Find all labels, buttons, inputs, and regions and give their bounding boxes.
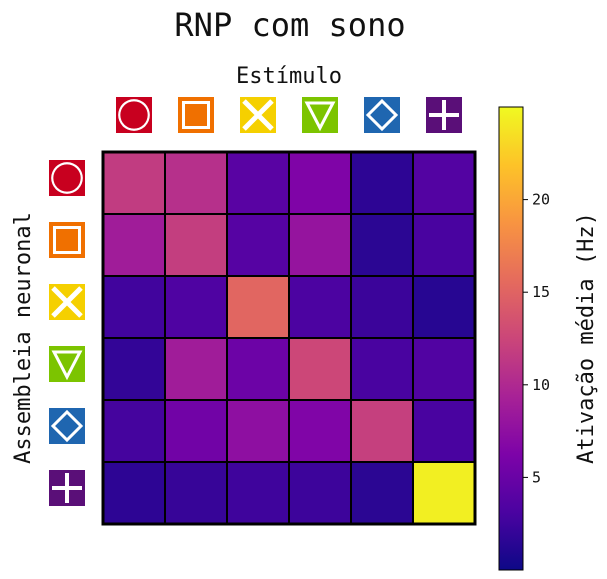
heatmap-cell-r3-c3 xyxy=(288,337,352,401)
colorbar-tick-label: 5 xyxy=(532,468,541,486)
heatmap-cell-r5-c3 xyxy=(288,461,352,525)
heatmap-cell-r1-c2 xyxy=(226,213,290,277)
heatmap-cell-r4-c5 xyxy=(412,399,476,463)
diamond-icon xyxy=(364,97,400,133)
heatmap-cell-r3-c2 xyxy=(226,337,290,401)
heatmap-cells xyxy=(102,151,476,525)
heatmap-cell-r2-c4 xyxy=(350,275,414,339)
heatmap-cell-r0-c3 xyxy=(288,151,352,215)
colorbar-label: Ativação média (Hz) xyxy=(574,212,599,464)
heatmap-cell-r5-c5 xyxy=(412,461,476,525)
plus-icon xyxy=(49,470,85,506)
colorbar xyxy=(498,106,524,571)
heatmap-cell-r1-c3 xyxy=(288,213,352,277)
heatmap-cell-r0-c1 xyxy=(164,151,228,215)
heatmap-cell-r5-c2 xyxy=(226,461,290,525)
heatmap-cell-r4-c4 xyxy=(350,399,414,463)
heatmap-cell-r1-c1 xyxy=(164,213,228,277)
y-axis-label: Assembleia neuronal xyxy=(11,212,36,464)
circle-icon xyxy=(116,97,152,133)
heatmap-cell-r3-c5 xyxy=(412,337,476,401)
heatmap-cell-r1-c4 xyxy=(350,213,414,277)
heatmap-cell-r4-c2 xyxy=(226,399,290,463)
heatmap-cell-r3-c0 xyxy=(102,337,166,401)
heatmap-cell-r4-c1 xyxy=(164,399,228,463)
heatmap-cell-r2-c2 xyxy=(226,275,290,339)
heatmap-cell-r3-c4 xyxy=(350,337,414,401)
heatmap-cell-r5-c0 xyxy=(102,461,166,525)
heatmap-cell-r4-c0 xyxy=(102,399,166,463)
colorbar-tick-label: 15 xyxy=(532,283,550,301)
heatmap-cell-r2-c1 xyxy=(164,275,228,339)
heatmap-cell-r0-c5 xyxy=(412,151,476,215)
chart-title: RNP com sono xyxy=(174,6,405,44)
x-cross-icon xyxy=(240,97,276,133)
heatmap-cell-r2-c5 xyxy=(412,275,476,339)
heatmap-cell-r2-c3 xyxy=(288,275,352,339)
heatmap-cell-r5-c4 xyxy=(350,461,414,525)
circle-icon xyxy=(49,160,85,196)
column-icons xyxy=(116,97,462,133)
down-triangle-icon xyxy=(302,97,338,133)
colorbar-tick-label: 10 xyxy=(532,376,550,394)
x-axis-label: Estímulo xyxy=(236,64,342,89)
heatmap-cell-r0-c0 xyxy=(102,151,166,215)
down-triangle-icon xyxy=(49,346,85,382)
heatmap-cell-r1-c5 xyxy=(412,213,476,277)
diamond-icon xyxy=(49,408,85,444)
heatmap-cell-r1-c0 xyxy=(102,213,166,277)
heatmap-cell-r0-c4 xyxy=(350,151,414,215)
square-icon xyxy=(178,97,214,133)
colorbar-tick-label: 20 xyxy=(532,191,550,209)
square-icon xyxy=(49,222,85,258)
heatmap-cell-r3-c1 xyxy=(164,337,228,401)
row-icons xyxy=(49,160,85,506)
heatmap-cell-r0-c2 xyxy=(226,151,290,215)
colorbar-ticks: 5 10 15 20 xyxy=(523,191,550,486)
heatmap-cell-r4-c3 xyxy=(288,399,352,463)
heatmap-cell-r2-c0 xyxy=(102,275,166,339)
plus-icon xyxy=(426,97,462,133)
x-cross-icon xyxy=(49,284,85,320)
heatmap-cell-r5-c1 xyxy=(164,461,228,525)
heatmap-frame xyxy=(101,150,477,526)
